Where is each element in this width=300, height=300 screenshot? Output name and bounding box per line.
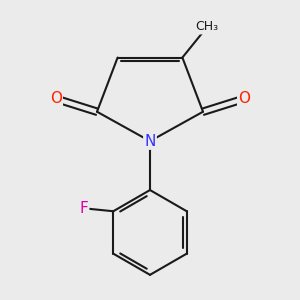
Text: F: F	[80, 201, 88, 216]
Text: O: O	[50, 91, 62, 106]
Text: O: O	[238, 91, 250, 106]
Text: CH₃: CH₃	[196, 20, 219, 33]
Text: N: N	[144, 134, 156, 149]
